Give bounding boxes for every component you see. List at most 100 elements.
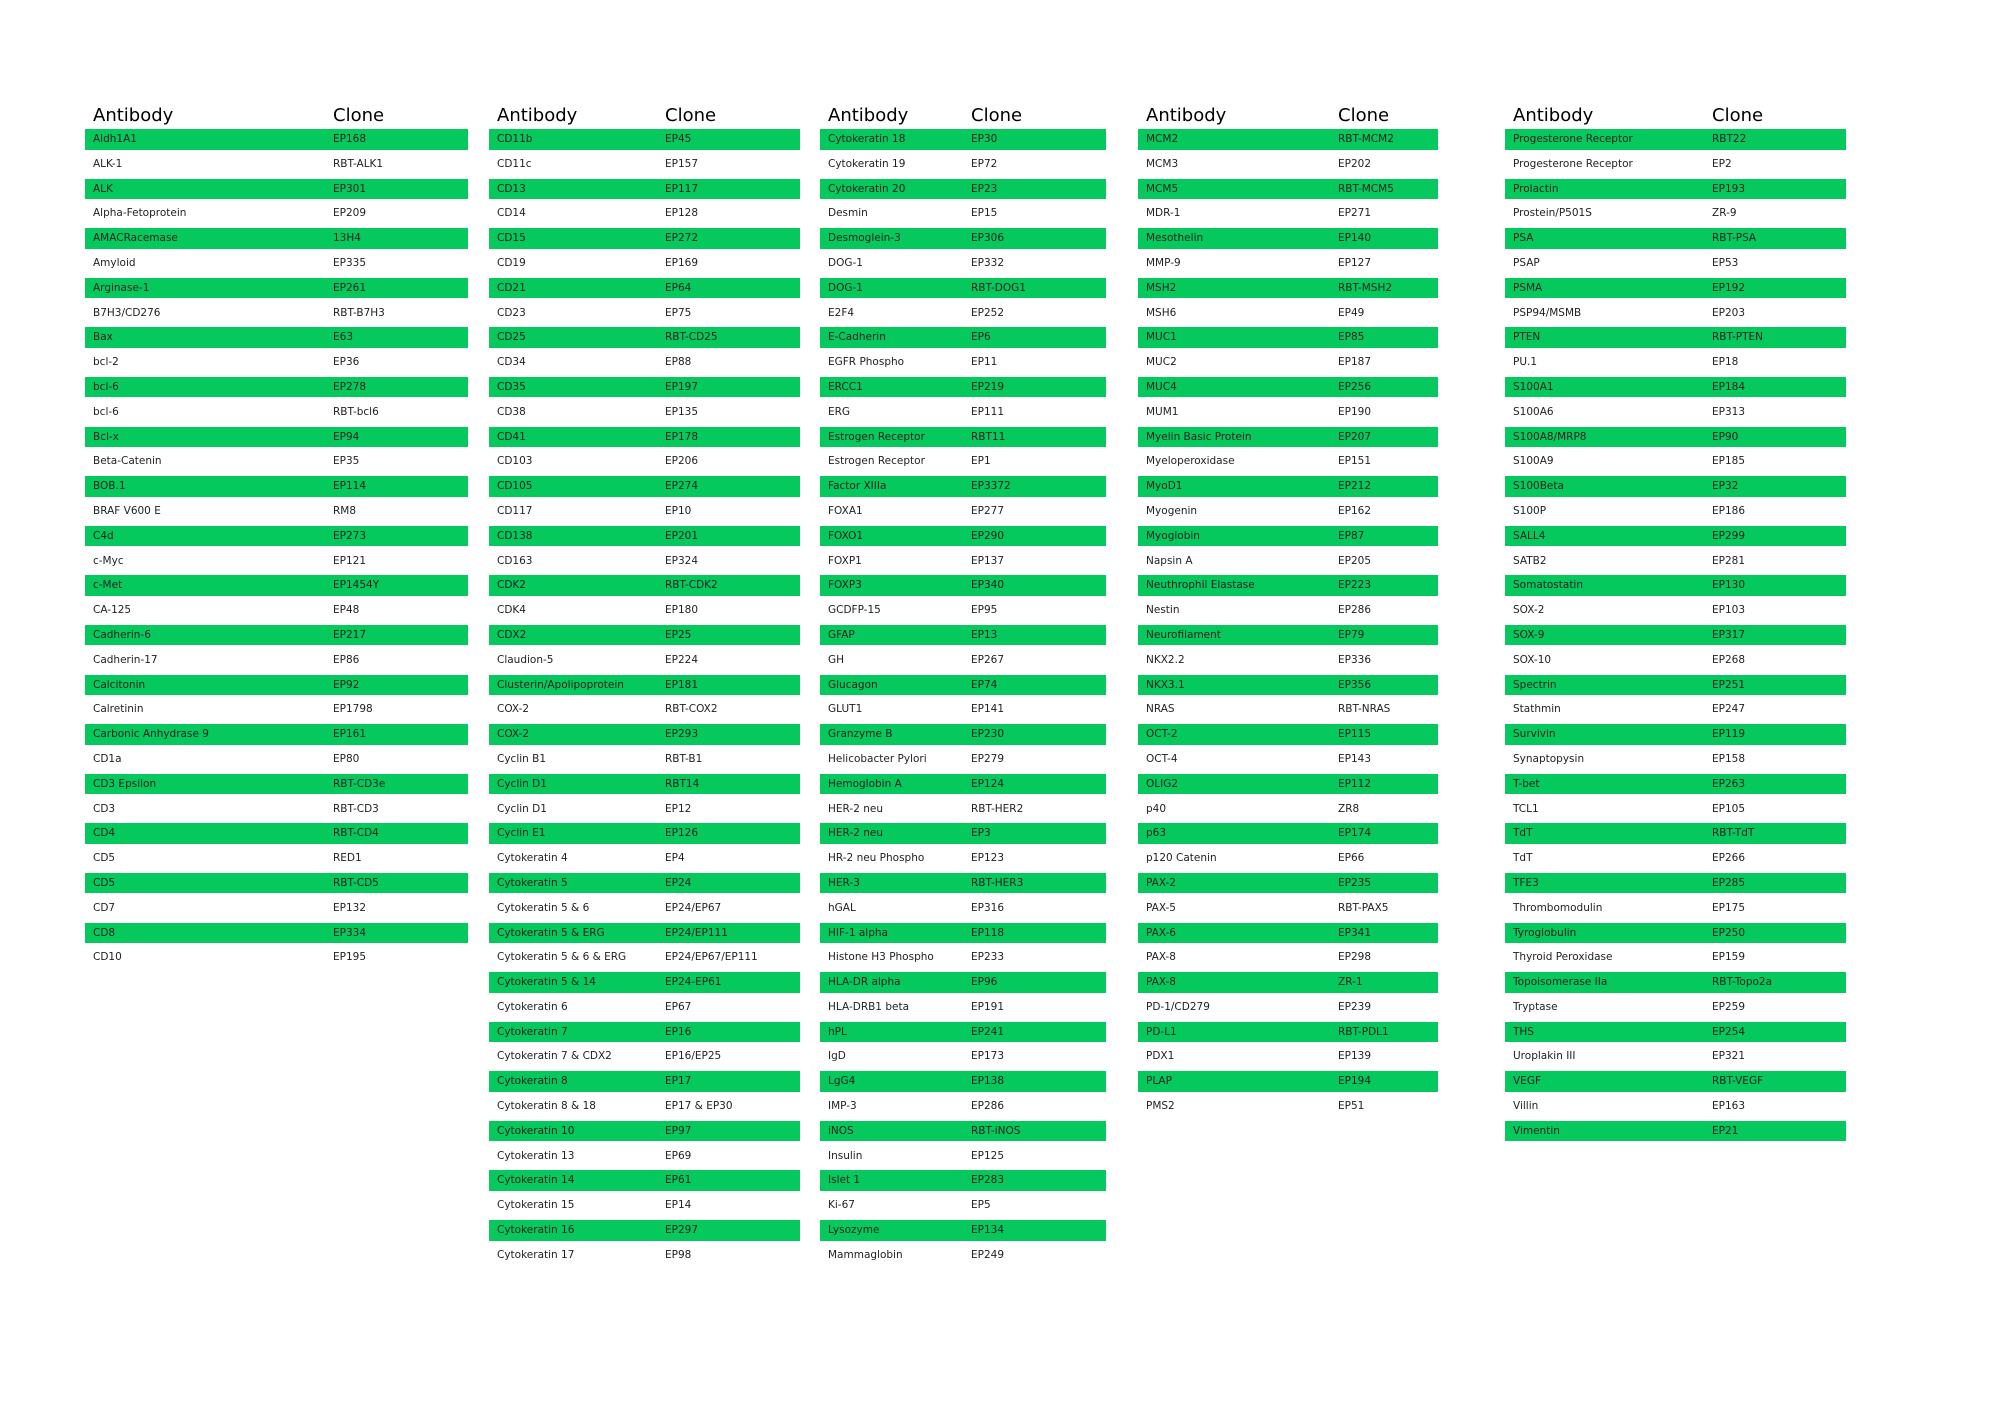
antibody-cell: DOG-1	[828, 256, 863, 269]
antibody-cell: Cytokeratin 14	[497, 1174, 575, 1187]
clone-cell: RBT14	[665, 777, 700, 790]
table-row: hGAL EP316	[820, 898, 1106, 919]
table-row: Cyclin D1 EP12	[489, 799, 800, 820]
clone-cell: EP285	[1712, 876, 1746, 889]
table-row: CD1a EP80	[85, 749, 468, 770]
antibody-cell: FOXA1	[828, 504, 863, 517]
table-row: PTEN RBT-PTEN	[1505, 327, 1846, 348]
antibody-cell: Myeloperoxidase	[1146, 455, 1235, 468]
clone-cell: EP175	[1712, 901, 1746, 914]
table-row: Cytokeratin 5 EP24	[489, 872, 800, 894]
table-row: LgG4 EP138	[820, 1071, 1106, 1092]
antibody-cell: CD13	[497, 182, 526, 195]
clone-cell: EP191	[971, 1000, 1005, 1013]
antibody-cell: Cytokeratin 5 & ERG	[497, 926, 605, 939]
antibody-cell: BRAF V600 E	[93, 504, 161, 517]
table-row: Nestin EP286	[1138, 600, 1438, 621]
table-row: COX-2 EP293	[489, 724, 800, 745]
table-row: COX-2 RBT-COX2	[489, 699, 800, 720]
table-row: Uroplakin III EP321	[1505, 1046, 1846, 1067]
table-row: Granzyme B EP230	[820, 724, 1106, 745]
table-row: CA-125 EP48	[85, 600, 468, 621]
table-row: hPL EP241	[820, 1021, 1106, 1043]
antibody-cell: Cytokeratin 4	[497, 852, 568, 865]
clone-cell: RBT-CD3	[333, 802, 379, 815]
clone-cell: RBT-CDK2	[665, 579, 718, 592]
table-row: Clusterin/Apolipoprotein EP181	[489, 674, 800, 696]
antibody-cell: PAX-8	[1146, 951, 1176, 964]
table-row: CD21 EP64	[489, 277, 800, 299]
clone-cell: ZR-9	[1712, 207, 1737, 220]
antibody-cell: MDR-1	[1146, 207, 1181, 220]
table-row: CD3 Epsilon RBT-CD3e	[85, 773, 468, 795]
antibody-cell: Cytokeratin 19	[828, 157, 906, 170]
clone-cell: EP16/EP25	[665, 1050, 722, 1063]
antibody-cell: CDK4	[497, 604, 526, 617]
antibody-cell: Estrogen Receptor	[828, 455, 925, 468]
table-row: SALL4 EP299	[1505, 525, 1846, 547]
antibody-cell: THS	[1513, 1025, 1534, 1038]
clone-cell: EP203	[1712, 306, 1746, 319]
table-header: Antibody Clone	[1505, 105, 1846, 129]
clone-cell: EP356	[1338, 678, 1372, 691]
antibody-cell: OCT-4	[1146, 752, 1178, 765]
antibody-cell: Insulin	[828, 1149, 863, 1162]
antibody-cell: Cytokeratin 20	[828, 182, 906, 195]
clone-cell: E63	[333, 331, 353, 344]
table-row: p120 Catenin EP66	[1138, 848, 1438, 869]
antibody-cell: S100P	[1513, 504, 1547, 517]
clone-cell: EP324	[665, 554, 699, 567]
antibody-cell: PLAP	[1146, 1075, 1172, 1088]
table-row: Napsin A EP205	[1138, 551, 1438, 572]
antibody-cell: CD19	[497, 256, 526, 269]
clone-cell: EP21	[1712, 1124, 1739, 1137]
antibody-cell: CD4	[93, 827, 116, 840]
antibody-cell: Napsin A	[1146, 554, 1193, 567]
clone-cell: EP130	[1712, 579, 1746, 592]
clone-cell: RM8	[333, 504, 357, 517]
antibody-cell: CD23	[497, 306, 526, 319]
clone-cell: RBT-CD25	[665, 331, 718, 344]
table-row: Aldh1A1 EP168	[85, 129, 468, 150]
antibody-cell: Nestin	[1146, 604, 1180, 617]
antibody-cell: T-bet	[1513, 777, 1540, 790]
antibody-cell: p63	[1146, 827, 1167, 840]
clone-cell: RBT-PAX5	[1338, 901, 1389, 914]
clone-cell: EP3	[971, 827, 991, 840]
antibody-cell: Myoglobin	[1146, 529, 1200, 542]
antibody-cell: GCDFP-15	[828, 604, 881, 617]
clone-cell: EP317	[1712, 628, 1746, 641]
table-row: MCM5 RBT-MCM5	[1138, 178, 1438, 200]
clone-cell: EP139	[1338, 1050, 1372, 1063]
clone-cell: EP35	[333, 455, 360, 468]
table-row: CD8 EP334	[85, 922, 468, 943]
table-row: ALK-1 RBT-ALK1	[85, 154, 468, 175]
clone-cell: RBT-iNOS	[971, 1124, 1021, 1137]
table-row: CD4 RBT-CD4	[85, 823, 468, 844]
clone-cell: EP241	[971, 1025, 1005, 1038]
antibody-cell: PDX1	[1146, 1050, 1175, 1063]
antibody-cell: FOXO1	[828, 529, 864, 542]
table-row: Synaptopysin EP158	[1505, 749, 1846, 770]
clone-cell: RBT-HER2	[971, 802, 1024, 815]
table-row: T-bet EP263	[1505, 773, 1846, 795]
clone-cell: EP277	[971, 504, 1005, 517]
clone-cell: EP24/EP67/EP111	[665, 951, 758, 964]
clone-cell: RBT-PTEN	[1712, 331, 1763, 344]
table-row: S100A8/MRP8 EP90	[1505, 426, 1846, 448]
table-row: CD5 RBT-CD5	[85, 872, 468, 894]
clone-cell: EP306	[971, 232, 1005, 245]
clone-cell: RBT-TdT	[1712, 827, 1755, 840]
clone-cell: EP138	[971, 1075, 1005, 1088]
antibody-cell: CA-125	[93, 604, 132, 617]
clone-cell: EP217	[333, 628, 367, 641]
table-row: Cadherin-17 EP86	[85, 650, 468, 671]
table-row: Villin EP163	[1505, 1096, 1846, 1117]
table-row: Neuthrophil Elastase EP223	[1138, 575, 1438, 596]
clone-cell: EP186	[1712, 504, 1746, 517]
clone-cell: EP268	[1712, 653, 1746, 666]
table-row: Cadherin-6 EP217	[85, 624, 468, 646]
table-row: Cytokeratin 5 & 6 EP24/EP67	[489, 898, 800, 919]
clone-cell: EP49	[1338, 306, 1365, 319]
table-row: Cytokeratin 6 EP67	[489, 997, 800, 1018]
